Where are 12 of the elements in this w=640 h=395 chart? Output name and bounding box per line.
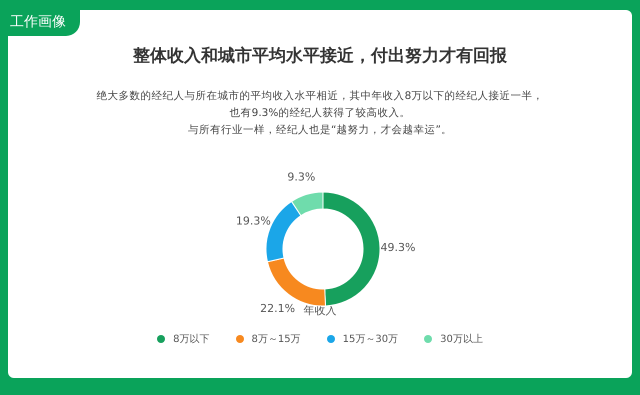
text: 工作画像 bbox=[0, 8, 80, 36]
legend-label: 15万～30万 bbox=[342, 333, 398, 346]
legend-label: 8万～15万 bbox=[252, 333, 301, 346]
legend-label: 8万以下 bbox=[173, 332, 210, 346]
legend-label: 30万以上 bbox=[440, 332, 483, 346]
data-label: 19.3% bbox=[236, 214, 271, 228]
chart-subtitle: 绝大多数的经纪人与所在城市的平均收入水平相近，其中年收入8万以下的经纪人接近一半，也有9.3%的经纪人获得了较高收入。 bbox=[96, 89, 544, 121]
data-label: 49.3% bbox=[380, 240, 416, 254]
chart-title: 整体收入和城市平均水平接近，付出努力才有回报 bbox=[132, 45, 508, 67]
data-label: 22.1% bbox=[260, 302, 296, 316]
text: 与所有行业一样，经纪人也是“越努力，才会越幸运”。 bbox=[187, 123, 453, 138]
data-label: 9.3% bbox=[287, 170, 316, 184]
